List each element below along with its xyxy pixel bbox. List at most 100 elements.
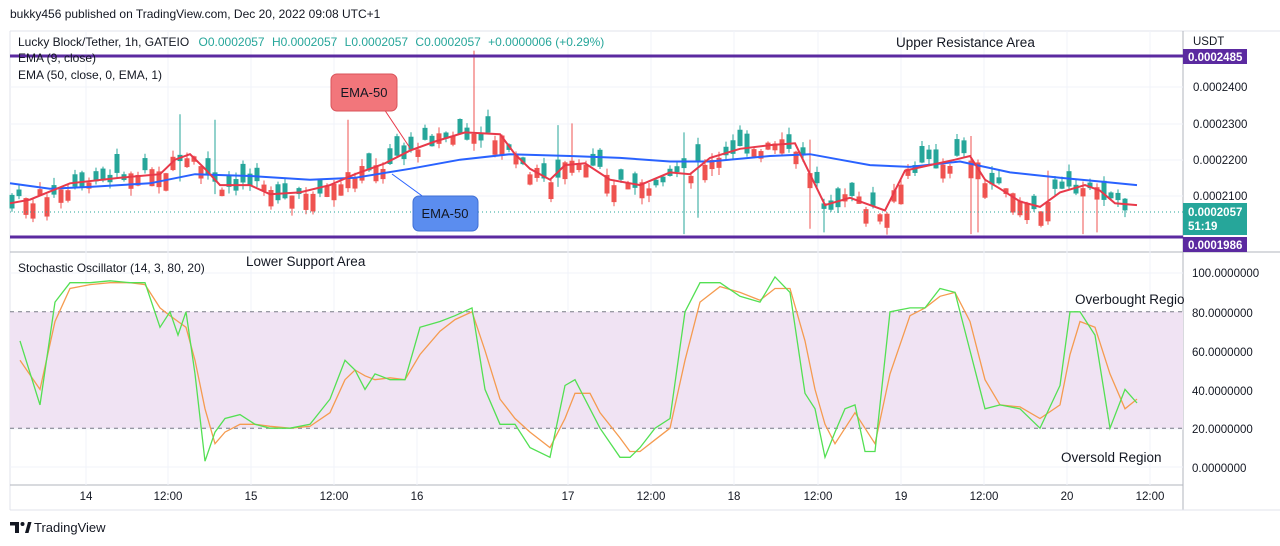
candle-body [100,168,106,181]
time-tick: 12:00 [154,491,183,503]
candle-body [331,183,337,201]
candle-body [1108,192,1114,199]
candle-body [940,164,946,179]
callout-red-text: EMA-50 [341,85,388,100]
osc-tick: 0.0000000 [1192,463,1246,475]
time-axis[interactable]: 14 12:00 15 12:00 16 17 12:00 18 12:00 19 12:00 20 1… [80,491,1165,503]
lower-support-label: Lower Support Area [246,254,366,269]
candle-body [793,151,799,165]
candle-body [198,166,204,179]
candle-body [1038,211,1044,226]
candle-body [436,133,442,144]
candle-body [310,193,316,212]
ohlc-close: C0.0002057 [415,35,481,49]
osc-tick: 60.0000000 [1192,347,1253,359]
candle-body [9,194,15,209]
candle-body [1010,193,1016,213]
candle-body [373,165,379,182]
candle-body [205,158,211,175]
candle-body [576,164,582,171]
candle-body [982,183,988,198]
candle-body [156,171,162,188]
candle-body [1017,200,1023,216]
tradingview-logo[interactable]: TradingView [10,520,106,535]
candle-body [688,175,694,184]
candle-body [163,173,169,191]
candle-body [471,133,477,144]
candle-body [758,151,764,159]
candle-body [744,133,750,154]
candle-body [422,127,428,140]
candle-body [961,140,967,154]
time-tick: 16 [411,491,424,503]
candle-body [996,177,1002,184]
time-tick: 19 [895,491,908,503]
candle-body [891,190,897,202]
candle-body [513,155,519,165]
candle-body [772,143,778,151]
candle-body [366,153,372,171]
callout-blue-text: EMA-50 [422,206,469,221]
candle-body [135,174,141,186]
candle-body [142,158,148,171]
candle-body [1052,179,1058,189]
candle-body [842,194,848,202]
candle-body [590,153,596,166]
resistance-tag-bg [1183,49,1247,64]
candle-body [786,134,792,149]
candle-body [933,149,939,169]
candle-body [562,162,568,180]
candle-body [716,157,722,168]
candle-body [352,178,358,189]
candle-body [1045,201,1051,222]
ema50-legend: EMA (50, close, 0, EMA, 1) [18,68,162,82]
ohlc-open: O0.0002057 [199,35,265,49]
oscillator-axis[interactable]: 100.0000000 80.0000000 60.0000000 40.000… [1192,268,1259,475]
price-axis[interactable]: USDT 0.0002400 0.0002300 0.0002200 0.000… [1183,36,1247,252]
candle-body [394,136,400,156]
candle-body [170,156,176,171]
candle-body [289,195,295,209]
price-tick: 0.0002300 [1193,119,1247,131]
candle-body [1101,180,1107,200]
candle-body [65,190,71,201]
ohlc-change: +0.0000006 (+0.29%) [488,35,604,49]
candle-body [1080,188,1086,197]
candle-body [639,182,645,199]
svg-text:Lucky Block/Tether, 1h, GATEIO: Lucky Block/Tether, 1h, GATEIO O0.000205… [18,35,604,49]
candle-body [16,189,22,197]
candle-body [870,192,876,206]
candle-body [751,149,757,157]
current-price-tag: 0.0002057 [1188,207,1242,219]
stoch-legend: Stochastic Oscillator (14, 3, 80, 20) [18,261,205,275]
candle-body [261,184,267,192]
candle-body [499,135,505,155]
time-tick: 15 [245,491,258,503]
time-tick: 12:00 [637,491,666,503]
candle-body [415,149,421,157]
time-tick: 17 [562,491,575,503]
legend: Lucky Block/Tether, 1h, GATEIO O0.000205… [18,35,604,275]
candle-body [478,132,484,141]
candle-body [429,135,435,147]
candle-body [674,166,680,173]
candlesticks [9,50,1128,235]
candle-body [968,160,974,179]
candle-body [93,171,99,182]
candle-body [828,200,834,210]
candle-body [149,169,155,187]
candle-body [345,172,351,189]
candle-body [212,172,218,182]
candle-body [618,169,624,180]
candle-body [401,145,407,160]
candle-body [1003,188,1009,194]
publisher-line: bukky456 published on TradingView.com, D… [10,7,381,21]
osc-tick: 80.0000000 [1192,308,1253,320]
candle-body [240,163,246,183]
candle-body [541,163,547,179]
candle-body [184,158,190,168]
candle-body [625,182,631,190]
time-tick: 12:00 [320,491,349,503]
candle-body [681,158,687,169]
